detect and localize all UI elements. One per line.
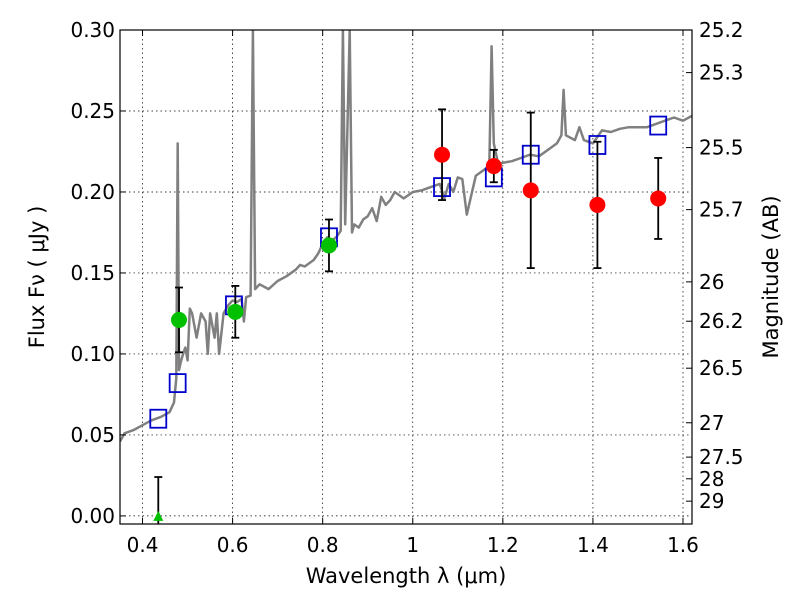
y-tick-label: 0.00	[70, 504, 115, 528]
plot-background	[120, 30, 692, 524]
observed-infrared-marker	[485, 158, 502, 175]
observed-points-group	[153, 146, 667, 521]
x-tick-label: 1.4	[577, 533, 609, 557]
plot-frame	[119, 29, 693, 525]
x-tick-label: 1	[406, 533, 419, 557]
right-tick-label: 27.5	[699, 445, 744, 469]
right-tick-label: 26	[699, 270, 724, 294]
tick-marks	[120, 29, 692, 524]
y-tick-label: 0.20	[70, 180, 115, 204]
y-tick-label: 0.30	[70, 18, 115, 42]
observed-infrared-marker	[434, 146, 451, 163]
model-spectrum-line	[120, 30, 692, 443]
x-tick-label: 0.8	[307, 533, 339, 557]
observed-infrared-marker	[522, 182, 539, 199]
y-tick-label: 0.25	[70, 99, 115, 123]
x-tick-label: 0.6	[217, 533, 249, 557]
right-tick-label: 26.5	[699, 356, 744, 380]
observed-optical-marker	[320, 237, 337, 254]
tick-labels: 0.4 0.6 0.8 1 1.2 1.4 1.6 0.00 0.05 0.10 0.15 0.20 0…	[70, 18, 743, 557]
observed-infrared-marker	[589, 196, 606, 213]
right-tick-label: 27	[699, 411, 724, 435]
y-axis-title: Flux Fν ( μJy )	[25, 206, 49, 349]
right-tick-label: 25.2	[699, 18, 744, 42]
model-photometry-square	[649, 115, 668, 136]
right-tick-label: 26.2	[699, 309, 744, 333]
model-spectrum-group	[120, 30, 692, 443]
model-photometry-square	[168, 373, 187, 393]
x-tick-label: 1.2	[487, 533, 519, 557]
model-photometry-group	[149, 115, 668, 429]
right-tick-label: 25.3	[699, 61, 744, 85]
model-photometry-square	[149, 408, 168, 429]
x-axis-title: Wavelength λ (μm)	[306, 564, 507, 588]
x-tick-label: 0.4	[127, 533, 159, 557]
observed-optical-marker	[171, 311, 188, 328]
right-tick-label: 29	[699, 489, 724, 513]
observed-infrared-marker	[650, 190, 667, 207]
right-tick-label: 28	[699, 467, 724, 491]
right-axis-title: Magnitude (AB)	[759, 195, 783, 358]
right-tick-label: 25.5	[699, 136, 744, 160]
right-tick-label: 25.7	[699, 198, 744, 222]
observed-optical-marker	[227, 303, 244, 320]
x-tick-label: 1.6	[667, 533, 699, 557]
y-tick-label: 0.10	[70, 342, 115, 366]
y-tick-label: 0.15	[70, 261, 115, 285]
observed-optical-limit-marker	[153, 510, 164, 521]
y-tick-label: 0.05	[70, 423, 115, 447]
